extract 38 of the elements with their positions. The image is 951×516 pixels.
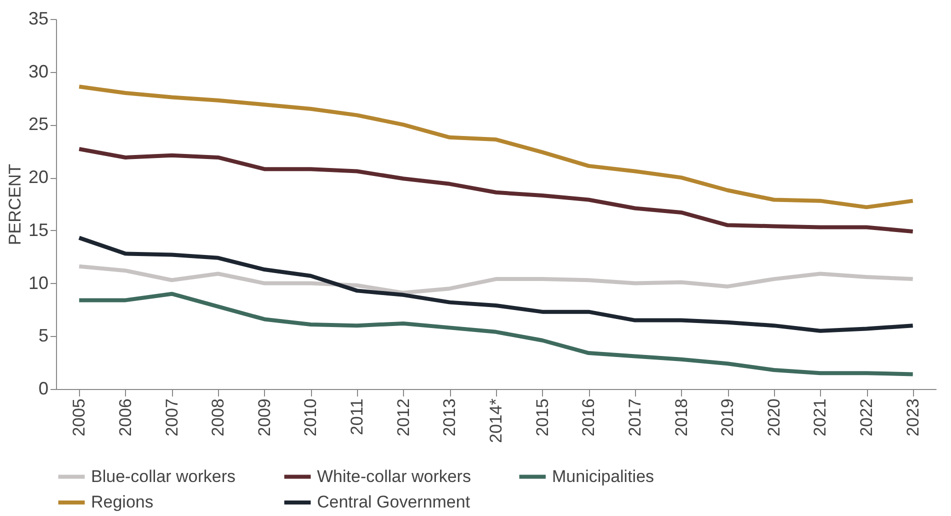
x-tick-label: 2016 [579,398,598,436]
legend-label: White-collar workers [317,466,471,486]
x-tick-label: 2011 [348,398,367,436]
x-tick-label: 2018 [672,398,691,436]
y-tick-label: 30 [28,61,48,82]
y-tick-label: 15 [28,220,48,240]
y-tick-label: 20 [28,167,48,188]
x-tick-label: 2014* [486,398,506,443]
x-tick-label: 2005 [70,398,89,436]
x-tick-label: 2012 [394,398,413,436]
x-tick-label: 2019 [718,398,738,436]
legend-label: Central Government [317,492,470,512]
x-tick-label: 2009 [254,398,274,436]
y-tick-label: 5 [38,326,48,346]
x-tick-label: 2023 [903,398,922,436]
line-series [77,147,915,234]
y-tick-label: 10 [28,272,48,293]
x-tick-label: 2015 [532,398,552,436]
y-tick-label: 0 [38,378,48,398]
legend-label: Blue-collar workers [91,466,236,486]
x-tick-label: 2020 [764,398,784,436]
y-axis-title: PERCENT [5,164,24,246]
y-tick-label: 35 [28,8,48,28]
x-tick-label: 2022 [857,398,876,436]
line-series [77,236,915,333]
x-tick-label: 2007 [162,398,182,436]
line-series [77,84,915,210]
x-tick-label: 2008 [208,398,228,436]
line-series [77,264,915,295]
y-tick-label: 25 [28,114,48,134]
x-tick-label: 2013 [440,398,460,436]
legend-label: Municipalities [552,466,654,486]
x-tick-label: 2006 [116,398,135,436]
legend-label: Regions [91,492,154,512]
line-series [77,292,915,376]
x-tick-label: 2021 [810,398,830,436]
x-tick-label: 2017 [625,398,644,436]
x-tick-label: 2010 [301,398,320,436]
